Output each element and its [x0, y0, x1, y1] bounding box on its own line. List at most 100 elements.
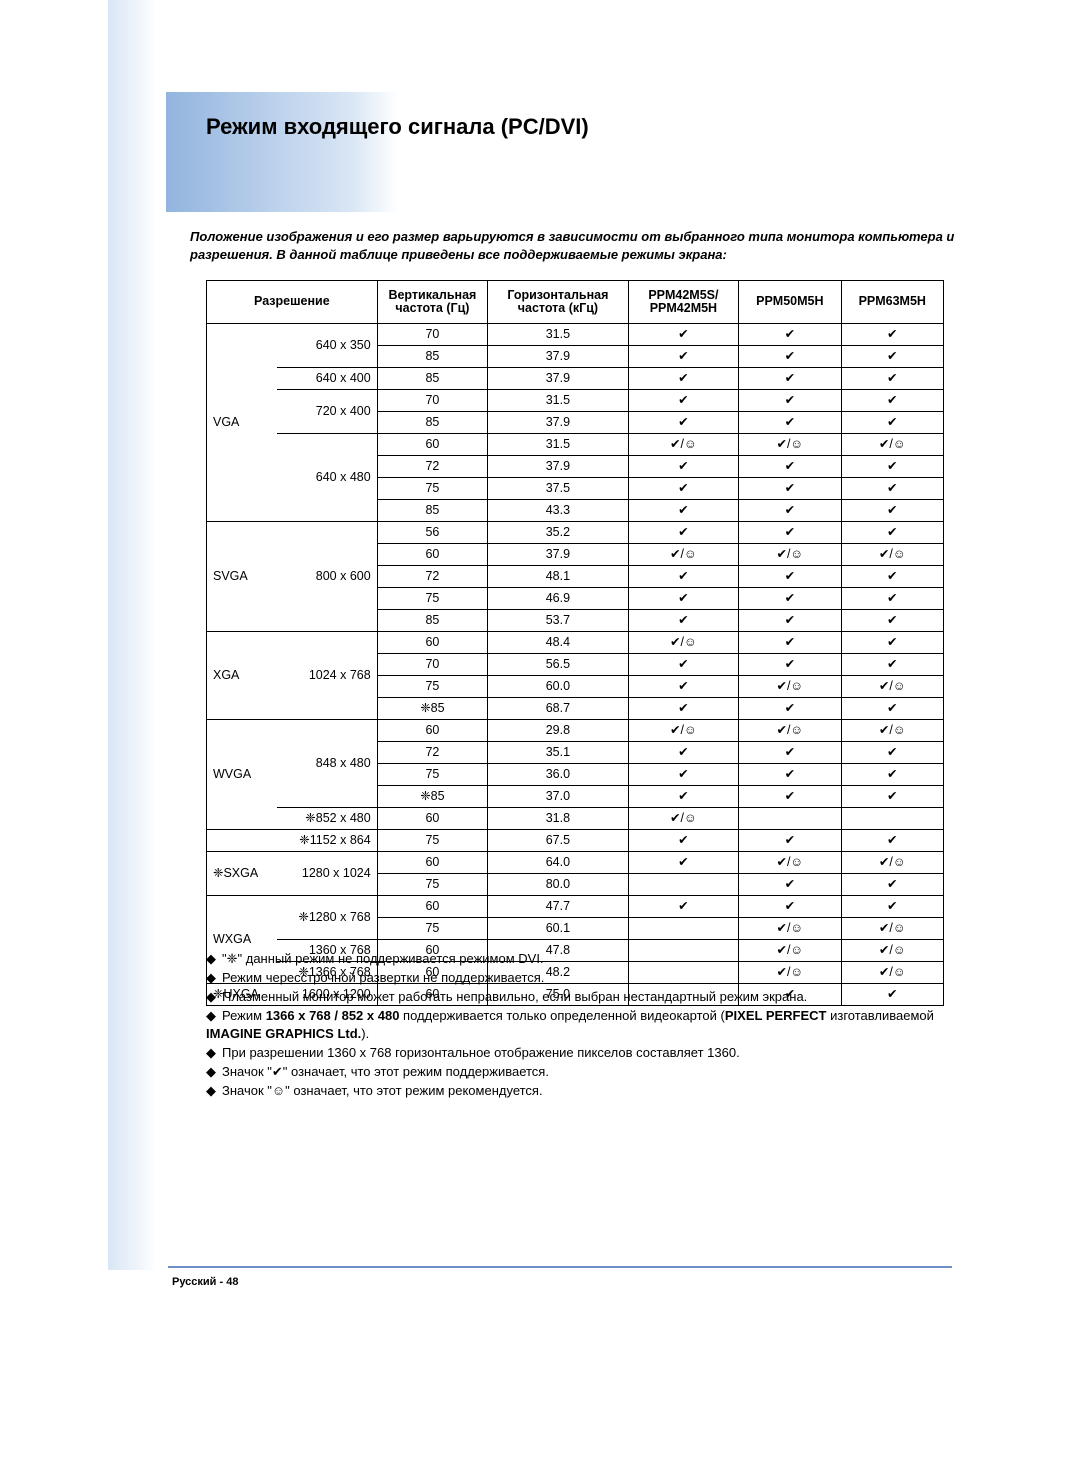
side-stripe-decoration — [108, 0, 156, 1270]
support-cell-2: ✔/☺ — [739, 852, 841, 874]
support-cell-3: ✔ — [841, 874, 943, 896]
support-cell-1: ✔ — [628, 368, 738, 390]
vfreq-cell: 70 — [377, 654, 487, 676]
footer-page-label: Русский - 48 — [172, 1276, 238, 1288]
table-row: VGA640 x 3507031.5✔✔✔ — [207, 324, 944, 346]
hfreq-cell: 60.1 — [488, 918, 629, 940]
support-cell-1: ✔ — [628, 676, 738, 698]
vfreq-cell: 60 — [377, 852, 487, 874]
vfreq-cell: 75 — [377, 478, 487, 500]
support-cell-3: ✔ — [841, 478, 943, 500]
support-cell-3: ✔/☺ — [841, 720, 943, 742]
vfreq-cell: 60 — [377, 720, 487, 742]
vfreq-cell: 56 — [377, 522, 487, 544]
support-cell-2: ✔ — [739, 632, 841, 654]
col-vfreq: Вертикальная частота (Гц) — [377, 281, 487, 324]
col-model3: PPM63M5H — [841, 281, 943, 324]
table-row: 720 x 4007031.5✔✔✔ — [207, 390, 944, 412]
support-cell-3: ✔/☺ — [841, 434, 943, 456]
resolution-category: SVGA — [207, 522, 277, 632]
hfreq-cell: 37.5 — [488, 478, 629, 500]
note-item: ◆Плазменный монитор может работать непра… — [206, 988, 966, 1007]
vfreq-cell: 72 — [377, 456, 487, 478]
support-cell-2: ✔ — [739, 390, 841, 412]
hfreq-cell: 31.5 — [488, 324, 629, 346]
resolution-value: 1024 x 768 — [277, 632, 377, 720]
table-row: WXGA❈1280 x 7686047.7✔✔✔ — [207, 896, 944, 918]
vfreq-cell: 72 — [377, 566, 487, 588]
hfreq-cell: 46.9 — [488, 588, 629, 610]
resolution-category: ❈SXGA — [207, 852, 277, 896]
support-cell-1: ✔ — [628, 566, 738, 588]
support-cell-3: ✔/☺ — [841, 676, 943, 698]
support-cell-2: ✔/☺ — [739, 720, 841, 742]
support-cell-1: ✔ — [628, 786, 738, 808]
support-cell-2 — [739, 808, 841, 830]
resolution-value: ❈1152 x 864 — [277, 830, 377, 852]
table-header-row: Разрешение Вертикальная частота (Гц) Гор… — [207, 281, 944, 324]
vfreq-cell: ❈85 — [377, 786, 487, 808]
support-cell-2: ✔ — [739, 500, 841, 522]
vfreq-cell: 85 — [377, 368, 487, 390]
support-cell-2: ✔ — [739, 324, 841, 346]
support-cell-2: ✔ — [739, 456, 841, 478]
resolution-value: 848 x 480 — [277, 720, 377, 808]
hfreq-cell: 37.9 — [488, 412, 629, 434]
table-row: ❈852 x 4806031.8✔/☺ — [207, 808, 944, 830]
support-cell-2: ✔ — [739, 412, 841, 434]
support-cell-3: ✔ — [841, 632, 943, 654]
hfreq-cell: 31.5 — [488, 434, 629, 456]
table-row: 640 x 4806031.5✔/☺✔/☺✔/☺ — [207, 434, 944, 456]
page-title: Режим входящего сигнала (PC/DVI) — [206, 114, 589, 140]
support-cell-1: ✔/☺ — [628, 720, 738, 742]
support-cell-3: ✔ — [841, 390, 943, 412]
hfreq-cell: 35.1 — [488, 742, 629, 764]
resolution-value: 640 x 400 — [277, 368, 377, 390]
note-item: ◆Режим чересстрочной развертки не поддер… — [206, 969, 966, 988]
support-cell-2: ✔/☺ — [739, 676, 841, 698]
vfreq-cell: 60 — [377, 808, 487, 830]
support-cell-1: ✔ — [628, 588, 738, 610]
support-cell-1: ✔ — [628, 390, 738, 412]
table-row: 640 x 4008537.9✔✔✔ — [207, 368, 944, 390]
page: Режим входящего сигнала (PC/DVI) Положен… — [0, 0, 1080, 1473]
intro-paragraph: Положение изображения и его размер варьи… — [190, 228, 970, 263]
support-cell-1: ✔ — [628, 830, 738, 852]
support-cell-1: ✔ — [628, 324, 738, 346]
support-cell-3: ✔ — [841, 566, 943, 588]
table-row: WVGA848 x 4806029.8✔/☺✔/☺✔/☺ — [207, 720, 944, 742]
hfreq-cell: 37.9 — [488, 456, 629, 478]
support-cell-3: ✔ — [841, 500, 943, 522]
note-item: ◆Режим 1366 x 768 / 852 x 480 поддержива… — [206, 1007, 966, 1045]
resolution-value: ❈1280 x 768 — [277, 896, 377, 940]
vfreq-cell: 75 — [377, 676, 487, 698]
notes-section: ◆"❈" данный режим не поддерживается режи… — [206, 950, 966, 1101]
support-cell-1 — [628, 918, 738, 940]
support-cell-2: ✔ — [739, 742, 841, 764]
resolution-value: 720 x 400 — [277, 390, 377, 434]
support-cell-3: ✔ — [841, 742, 943, 764]
hfreq-cell: 35.2 — [488, 522, 629, 544]
hfreq-cell: 37.0 — [488, 786, 629, 808]
note-item: ◆"❈" данный режим не поддерживается режи… — [206, 950, 966, 969]
support-cell-2: ✔ — [739, 522, 841, 544]
support-cell-2: ✔ — [739, 830, 841, 852]
support-cell-2: ✔ — [739, 610, 841, 632]
support-cell-1: ✔ — [628, 412, 738, 434]
vfreq-cell: ❈85 — [377, 698, 487, 720]
support-cell-2: ✔/☺ — [739, 918, 841, 940]
col-model1: PPM42M5S/ PPM42M5H — [628, 281, 738, 324]
vfreq-cell: 75 — [377, 874, 487, 896]
support-cell-1: ✔ — [628, 764, 738, 786]
vfreq-cell: 85 — [377, 610, 487, 632]
support-cell-1: ✔/☺ — [628, 808, 738, 830]
hfreq-cell: 60.0 — [488, 676, 629, 698]
vfreq-cell: 75 — [377, 588, 487, 610]
resolution-value: 640 x 480 — [277, 434, 377, 522]
vfreq-cell: 85 — [377, 412, 487, 434]
support-cell-3: ✔ — [841, 324, 943, 346]
support-cell-1: ✔ — [628, 522, 738, 544]
note-item: ◆При разрешении 1360 x 768 горизонтально… — [206, 1044, 966, 1063]
footer-divider — [168, 1266, 952, 1268]
support-cell-2: ✔ — [739, 786, 841, 808]
